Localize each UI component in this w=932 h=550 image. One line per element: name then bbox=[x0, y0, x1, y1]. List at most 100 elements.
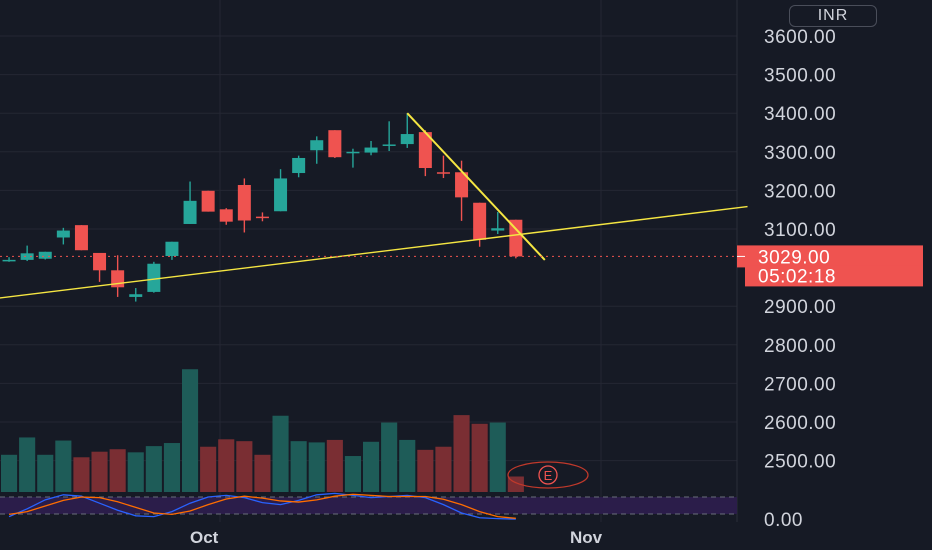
candle-body bbox=[165, 241, 179, 257]
candle-body bbox=[418, 132, 432, 169]
indicator-tick-label: 0.00 bbox=[764, 510, 803, 531]
price-tick-label: 3600.00 bbox=[764, 27, 836, 48]
price-tick-label: 3200.00 bbox=[764, 181, 836, 202]
volume-bar bbox=[326, 439, 343, 492]
candle-body bbox=[38, 251, 52, 259]
candle bbox=[292, 155, 306, 178]
volume-bar bbox=[127, 452, 144, 492]
candle-body bbox=[491, 228, 505, 231]
price-tick-label: 2900.00 bbox=[764, 297, 836, 318]
volume-bar bbox=[290, 441, 307, 492]
volume-bar bbox=[182, 369, 199, 492]
volume-bar bbox=[344, 456, 361, 492]
volume-bar bbox=[236, 441, 253, 492]
volume-bar bbox=[254, 454, 271, 492]
candle bbox=[219, 208, 233, 225]
indicator-d-line bbox=[8, 493, 516, 519]
time-tick-label: Nov bbox=[570, 528, 603, 547]
candle bbox=[418, 130, 432, 177]
candle-body bbox=[219, 209, 233, 222]
candle bbox=[491, 212, 505, 235]
price-tick-label: 2700.00 bbox=[764, 374, 836, 395]
time-axis[interactable]: Oct Nov bbox=[190, 528, 603, 547]
markers: E bbox=[507, 461, 589, 489]
time-tick-label: Oct bbox=[190, 528, 219, 547]
volume-bar bbox=[109, 449, 126, 492]
candle bbox=[165, 241, 179, 260]
event-marker-ring bbox=[507, 461, 589, 489]
candle-body bbox=[274, 178, 288, 212]
candle bbox=[364, 140, 378, 156]
candle bbox=[328, 130, 342, 158]
candle-body bbox=[310, 140, 324, 151]
volume-bar bbox=[272, 415, 289, 492]
candle bbox=[20, 245, 34, 262]
volume-bar bbox=[145, 446, 162, 492]
volume-bar bbox=[308, 442, 325, 492]
price-tick-label: 3400.00 bbox=[764, 104, 836, 125]
candle-body bbox=[93, 252, 107, 271]
volume-bar bbox=[453, 415, 470, 492]
candle-body bbox=[509, 219, 523, 257]
price-tick-label: 3500.00 bbox=[764, 66, 836, 87]
candle bbox=[183, 181, 197, 224]
volume-bar bbox=[435, 446, 452, 492]
candle bbox=[237, 178, 251, 233]
candle-body bbox=[20, 253, 34, 260]
candle-body bbox=[129, 294, 143, 297]
candle bbox=[2, 257, 16, 262]
event-marker-label: E bbox=[544, 468, 553, 483]
countdown-label: 05:02:18 bbox=[758, 266, 836, 287]
candle bbox=[38, 251, 52, 260]
currency-badge[interactable]: INR bbox=[789, 5, 877, 27]
candle-body bbox=[237, 184, 251, 221]
candle-body bbox=[400, 134, 414, 145]
price-tick-label: 2500.00 bbox=[764, 452, 836, 473]
candle-body bbox=[2, 259, 16, 262]
price-tick-label: 2800.00 bbox=[764, 336, 836, 357]
volume-bar bbox=[489, 422, 506, 492]
volume-bar bbox=[1, 454, 18, 492]
event-marker-icon bbox=[538, 465, 558, 485]
candle bbox=[93, 252, 107, 282]
volume-bars bbox=[1, 369, 524, 492]
price-axis[interactable]: 3600.00 3500.00 3400.00 3300.00 3200.00 3100.… bbox=[737, 27, 923, 531]
price-tick-label: 2600.00 bbox=[764, 413, 836, 434]
trendline-support bbox=[0, 205, 748, 299]
last-price-label: 3029.00 bbox=[758, 247, 830, 268]
candle bbox=[346, 148, 360, 168]
candle-body bbox=[328, 130, 342, 158]
candle-body bbox=[455, 172, 469, 198]
candle bbox=[147, 261, 161, 293]
candle bbox=[400, 113, 414, 148]
candle bbox=[509, 219, 523, 259]
trendlines[interactable] bbox=[0, 112, 748, 313]
trendline-resistance bbox=[406, 112, 546, 261]
candle bbox=[74, 225, 88, 251]
volume-bar bbox=[37, 454, 54, 492]
candle bbox=[255, 212, 269, 222]
candle bbox=[436, 155, 450, 179]
volume-bar bbox=[91, 451, 108, 492]
candle bbox=[111, 255, 125, 297]
price-tick-label: 3300.00 bbox=[764, 143, 836, 164]
candle-body bbox=[56, 230, 70, 238]
candle bbox=[310, 136, 324, 164]
candle-body bbox=[382, 144, 396, 146]
volume-bar bbox=[417, 449, 434, 492]
candle-body bbox=[364, 147, 378, 153]
volume-bar bbox=[363, 441, 380, 492]
volume-bar bbox=[381, 422, 398, 492]
candle-body bbox=[346, 151, 360, 154]
candle-body bbox=[201, 190, 215, 212]
indicator-k-line bbox=[8, 492, 516, 520]
last-price-tag bbox=[737, 245, 923, 268]
candle bbox=[274, 169, 288, 212]
indicator-pane bbox=[0, 492, 737, 520]
candle bbox=[129, 288, 143, 302]
volume-bar bbox=[471, 423, 488, 492]
volume-bar bbox=[218, 439, 235, 492]
candle bbox=[201, 190, 215, 212]
